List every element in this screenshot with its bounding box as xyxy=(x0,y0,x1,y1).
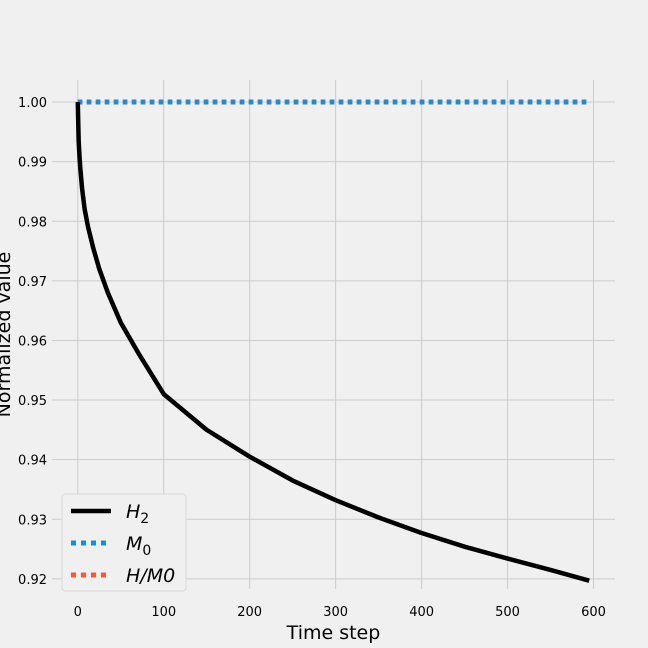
y-tick-label: 0.92 xyxy=(18,573,47,588)
tick-labels: 0 100 200 300 400 500 600 0.92 0.93 0.94 0.95 0.96 0… xyxy=(18,96,606,620)
y-tick-label: 0.96 xyxy=(18,334,47,349)
legend-entry-0: H2 xyxy=(126,501,149,527)
series-line-0 xyxy=(75,102,590,583)
y-axis-label: Normalized value xyxy=(0,252,15,418)
y-tick-label: 0.99 xyxy=(18,156,47,171)
x-tick-label: 200 xyxy=(237,605,262,620)
legend-entry-1: M0 xyxy=(126,533,151,559)
y-tick-label: 0.97 xyxy=(18,275,47,290)
y-tick-label: 0.95 xyxy=(18,394,47,409)
x-tick-label: 300 xyxy=(323,605,348,620)
legend: H2 M0 H/M0 xyxy=(61,493,187,592)
x-tick-label: 500 xyxy=(495,605,520,620)
y-tick-label: 0.94 xyxy=(18,454,47,469)
y-tick-label: 1.00 xyxy=(18,96,47,111)
x-tick-label: 0 xyxy=(74,605,82,620)
legend-entry-2: H/M0 xyxy=(126,565,175,587)
x-axis-label: Time step xyxy=(286,622,381,644)
y-tick-label: 0.93 xyxy=(18,513,47,528)
series-layer xyxy=(75,99,590,583)
x-tick-label: 100 xyxy=(151,605,176,620)
x-tick-label: 400 xyxy=(409,605,434,620)
x-tick-label: 600 xyxy=(581,605,606,620)
y-tick-label: 0.98 xyxy=(18,215,47,230)
legend-box xyxy=(61,493,187,592)
grid xyxy=(52,80,615,589)
